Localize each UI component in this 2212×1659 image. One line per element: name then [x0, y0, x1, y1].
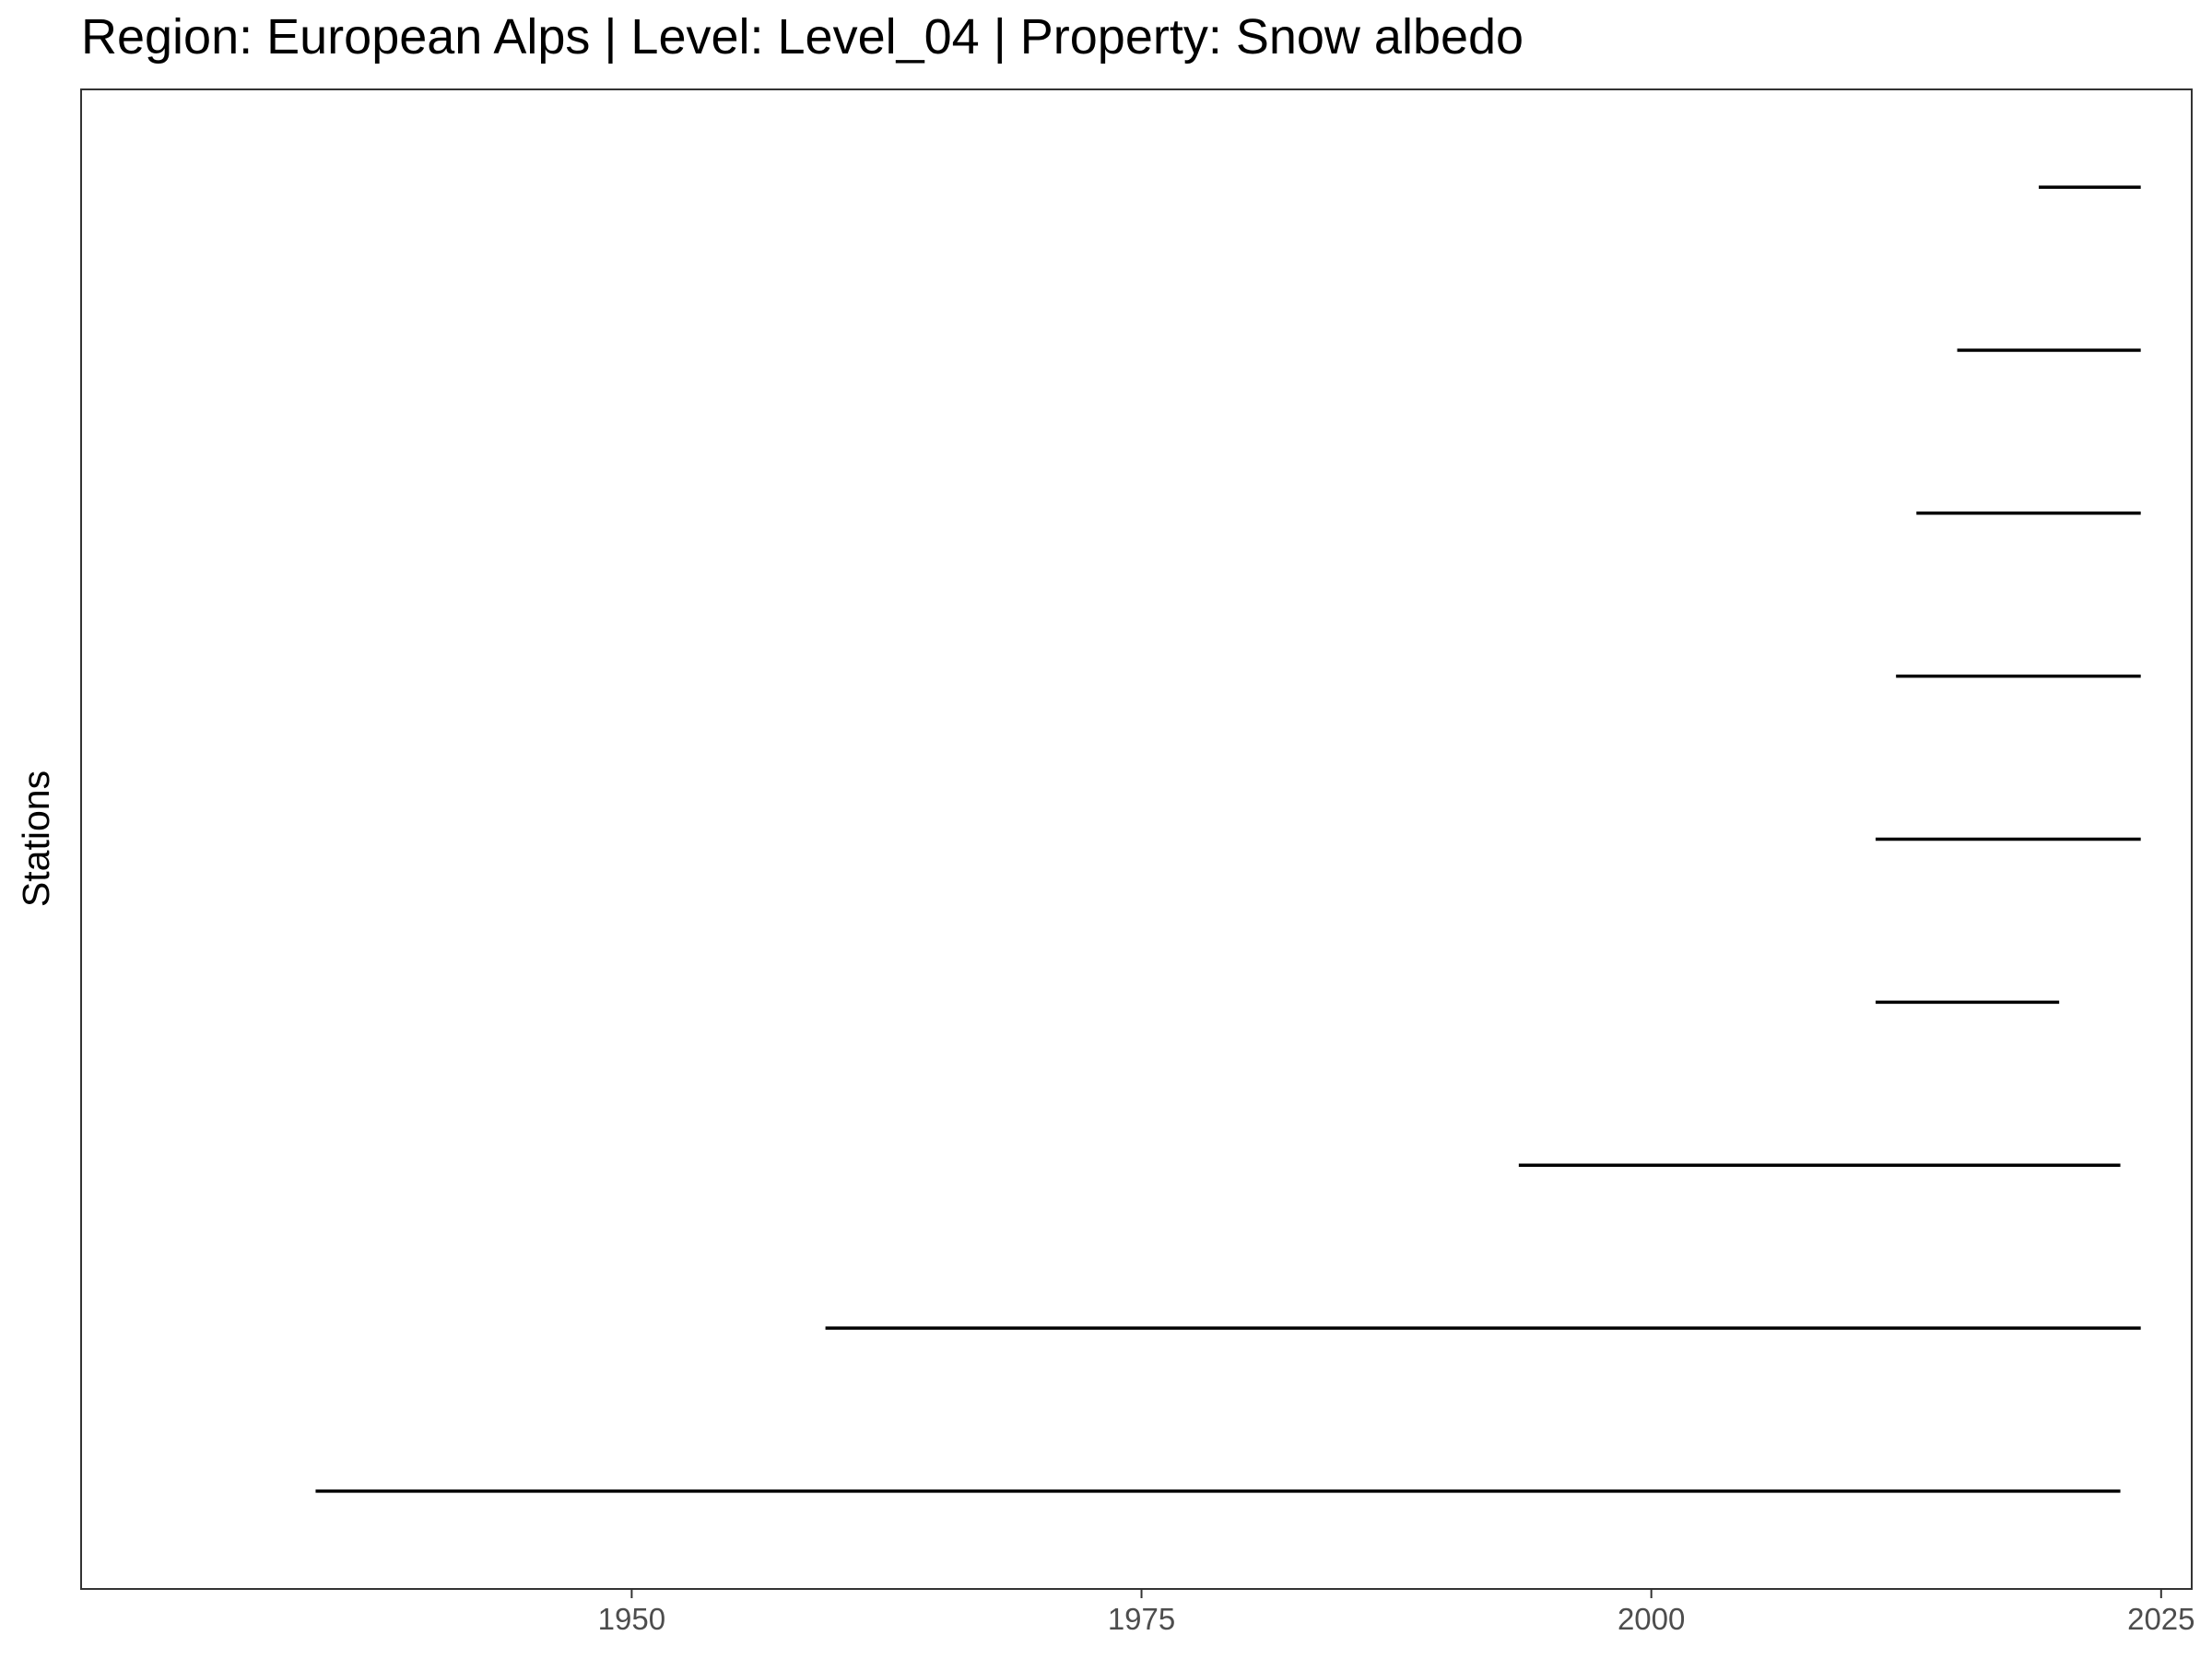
x-tick-label: 2000: [1618, 1602, 1685, 1636]
x-tick-label: 1975: [1108, 1602, 1175, 1636]
y-axis-title: Stations: [15, 771, 57, 907]
panel-border: [80, 88, 2193, 1590]
chart-title: Region: European Alps | Level: Level_04 …: [81, 9, 1524, 65]
station-segments: [315, 185, 2141, 1493]
x-tick-label: 2025: [2127, 1602, 2194, 1636]
x-tick-label: 1950: [598, 1602, 665, 1636]
plot-area: [80, 88, 2193, 1590]
x-axis: 1950 1975 2000 2025: [598, 1589, 2195, 1636]
